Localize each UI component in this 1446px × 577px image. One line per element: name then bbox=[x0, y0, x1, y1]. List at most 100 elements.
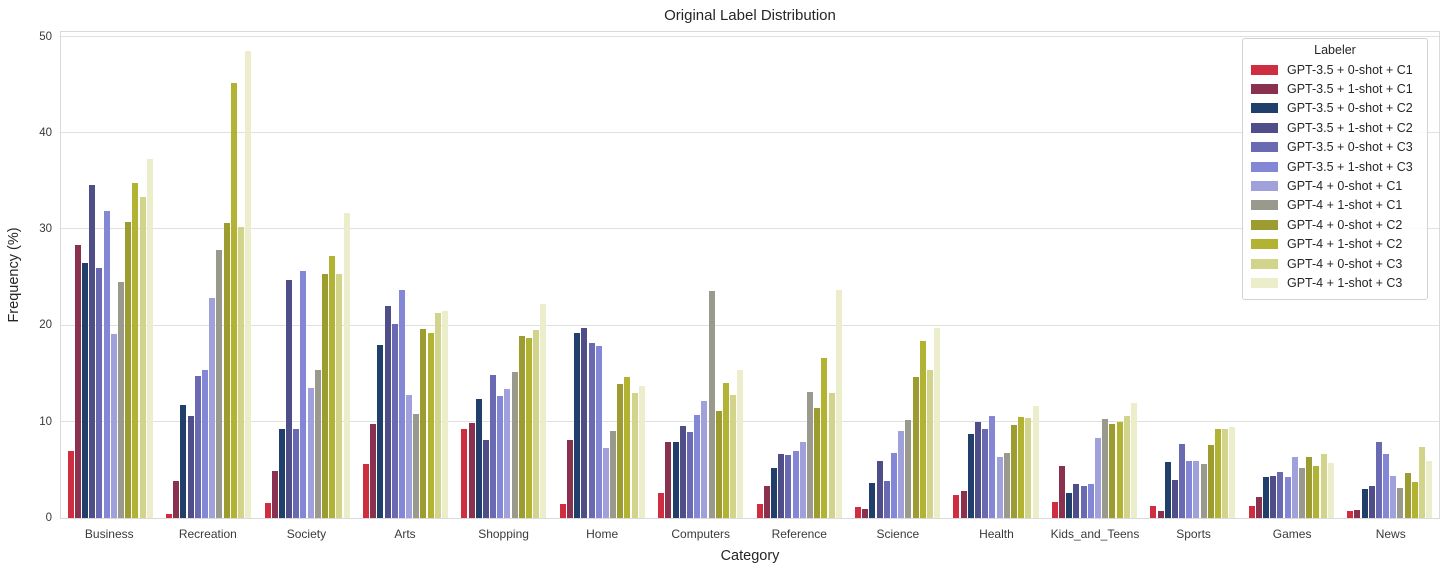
bar bbox=[1426, 461, 1433, 518]
legend-item: GPT-3.5 + 0-shot + C2 bbox=[1251, 99, 1419, 118]
x-tick-label: Science bbox=[876, 527, 920, 541]
bar bbox=[1003, 452, 1010, 518]
bar bbox=[74, 244, 81, 518]
legend-label: GPT-3.5 + 0-shot + C3 bbox=[1287, 140, 1413, 155]
bar bbox=[406, 394, 413, 518]
bar bbox=[1284, 476, 1291, 518]
bar bbox=[518, 336, 525, 518]
bar bbox=[694, 415, 701, 518]
bar bbox=[821, 358, 828, 518]
bar bbox=[1032, 406, 1039, 518]
bar bbox=[1327, 463, 1334, 518]
legend-item: GPT-3.5 + 0-shot + C1 bbox=[1251, 60, 1419, 79]
bar bbox=[617, 384, 624, 518]
y-tick-label: 20 bbox=[39, 319, 52, 332]
bar-group-computers bbox=[652, 32, 750, 518]
x-tick-label: Home bbox=[586, 527, 619, 541]
legend-label: GPT-4 + 1-shot + C2 bbox=[1287, 237, 1403, 252]
bar bbox=[202, 369, 209, 518]
bar bbox=[103, 210, 110, 518]
bar bbox=[785, 455, 792, 518]
legend-label: GPT-4 + 1-shot + C1 bbox=[1287, 198, 1403, 213]
bar bbox=[398, 289, 405, 518]
bar bbox=[912, 377, 919, 518]
legend-title: Labeler bbox=[1314, 43, 1356, 57]
bar bbox=[413, 414, 420, 518]
legend-items: GPT-3.5 + 0-shot + C1 GPT-3.5 + 1-shot + … bbox=[1251, 60, 1419, 293]
x-tick-label: Games bbox=[1272, 527, 1312, 541]
bar bbox=[490, 374, 497, 518]
bar bbox=[771, 467, 777, 518]
bar bbox=[343, 212, 350, 518]
x-tick-label: Kids_and_Teens bbox=[1050, 527, 1140, 541]
bar bbox=[926, 369, 933, 518]
bar bbox=[1313, 466, 1320, 518]
bar bbox=[763, 486, 770, 518]
bar bbox=[679, 425, 686, 518]
bar bbox=[442, 311, 448, 518]
legend-item: GPT-3.5 + 1-shot + C1 bbox=[1251, 79, 1419, 98]
bar-group-shopping bbox=[455, 32, 553, 518]
bar bbox=[336, 274, 343, 518]
legend-swatch-icon bbox=[1251, 239, 1278, 250]
bar bbox=[975, 421, 982, 518]
bar bbox=[1171, 480, 1178, 518]
bar bbox=[216, 250, 223, 518]
bar bbox=[610, 431, 617, 518]
bar bbox=[146, 158, 153, 518]
bar bbox=[223, 223, 230, 518]
legend-swatch-icon bbox=[1251, 258, 1278, 269]
bar bbox=[708, 290, 715, 518]
bar bbox=[890, 452, 897, 518]
bar bbox=[905, 419, 912, 518]
bar bbox=[792, 450, 799, 518]
bar bbox=[420, 329, 427, 518]
bar bbox=[370, 423, 377, 518]
bar bbox=[1222, 428, 1229, 518]
legend-swatch-icon bbox=[1251, 64, 1278, 75]
legend-item: GPT-3.5 + 1-shot + C3 bbox=[1251, 157, 1419, 176]
x-tick-label: Shopping bbox=[478, 527, 529, 541]
x-tick-label: Business bbox=[84, 527, 134, 541]
bar bbox=[595, 345, 602, 518]
bar bbox=[475, 398, 482, 518]
gridline bbox=[61, 228, 1439, 230]
legend-swatch-icon bbox=[1251, 219, 1278, 230]
bar bbox=[377, 344, 384, 518]
bar bbox=[427, 333, 434, 518]
bar bbox=[581, 328, 588, 518]
bar bbox=[1299, 467, 1306, 518]
bar bbox=[1010, 424, 1017, 518]
bar bbox=[293, 428, 300, 518]
bar-group-reference bbox=[750, 32, 848, 518]
bar bbox=[504, 389, 511, 518]
bar bbox=[919, 340, 926, 518]
gridline bbox=[61, 132, 1439, 133]
bar bbox=[322, 273, 329, 518]
bar bbox=[1150, 505, 1157, 518]
bar bbox=[1123, 415, 1130, 518]
bar bbox=[1179, 443, 1186, 518]
bar bbox=[624, 377, 631, 518]
bar bbox=[559, 503, 566, 518]
bar bbox=[1215, 429, 1221, 518]
legend-item: GPT-3.5 + 0-shot + C3 bbox=[1251, 138, 1419, 157]
bar-groups bbox=[61, 32, 1439, 518]
bar bbox=[1397, 488, 1404, 518]
bar bbox=[307, 388, 314, 518]
bar bbox=[1306, 457, 1313, 518]
bar bbox=[110, 334, 117, 518]
bar-group-science bbox=[848, 32, 946, 518]
bar bbox=[953, 494, 960, 518]
bar bbox=[989, 415, 996, 518]
bar bbox=[391, 323, 398, 518]
bar bbox=[1080, 486, 1087, 518]
bar bbox=[1130, 403, 1137, 518]
bar bbox=[1102, 418, 1109, 518]
x-tick-label: Sports bbox=[1176, 527, 1211, 541]
bar bbox=[117, 282, 124, 518]
bar bbox=[1087, 484, 1094, 518]
bar bbox=[173, 481, 180, 518]
bar bbox=[1404, 472, 1411, 518]
bar bbox=[1109, 423, 1116, 518]
